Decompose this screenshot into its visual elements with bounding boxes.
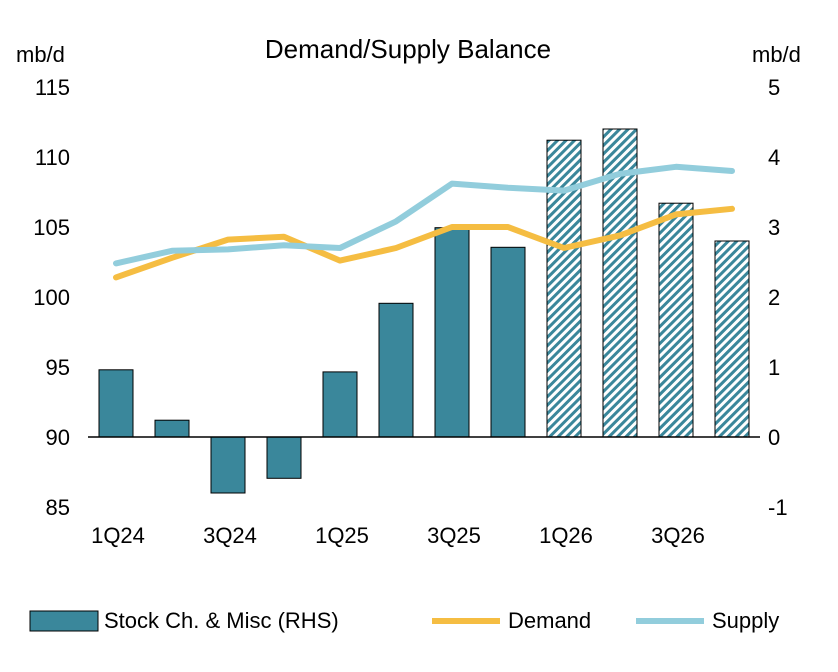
bar-2Q25	[378, 302, 414, 438]
right-tick-label: 5	[768, 75, 780, 100]
bar-3Q25	[434, 227, 470, 438]
left-tick-label: 85	[46, 495, 70, 520]
right-tick-label: 1	[768, 355, 780, 380]
bar-3Q26	[658, 202, 694, 438]
left-tick-label: 100	[33, 285, 70, 310]
bar-4Q26	[714, 240, 750, 438]
x-tick-label: 3Q24	[203, 523, 257, 548]
right-tick-label: -1	[768, 495, 788, 520]
legend-label-stock: Stock Ch. & Misc (RHS)	[104, 608, 339, 633]
left-tick-label: 90	[46, 425, 70, 450]
legend-label-supply: Supply	[712, 608, 779, 633]
right-tick-label: 3	[768, 215, 780, 240]
bar-1Q25	[322, 371, 358, 438]
bar-3Q24	[210, 436, 246, 494]
left-tick-label: 110	[35, 145, 70, 170]
line-demand	[113, 205, 735, 281]
x-tick-label: 1Q24	[91, 523, 145, 548]
bar-2Q24	[154, 419, 190, 438]
bar-2Q26	[602, 128, 638, 438]
left-axis-label: mb/d	[16, 42, 65, 67]
x-tick-label: 1Q25	[315, 523, 369, 548]
x-tick-label: 3Q25	[427, 523, 481, 548]
bar-4Q24	[266, 436, 302, 479]
left-tick-label: 105	[33, 215, 70, 240]
bar-1Q24	[98, 369, 134, 438]
right-tick-label: 2	[768, 285, 780, 310]
right-axis-label: mb/d	[752, 42, 801, 67]
left-tick-label: 115	[35, 75, 70, 100]
line-supply	[113, 163, 735, 267]
left-tick-label: 95	[46, 355, 70, 380]
legend-label-demand: Demand	[508, 608, 591, 633]
bar-4Q25	[490, 246, 526, 438]
right-tick-label: 4	[768, 145, 780, 170]
x-tick-label: 1Q26	[539, 523, 593, 548]
chart-title: Demand/Supply Balance	[265, 34, 551, 64]
legend-bar-swatch	[29, 610, 99, 632]
x-tick-label: 3Q26	[651, 523, 705, 548]
right-tick-label: 0	[768, 425, 780, 450]
